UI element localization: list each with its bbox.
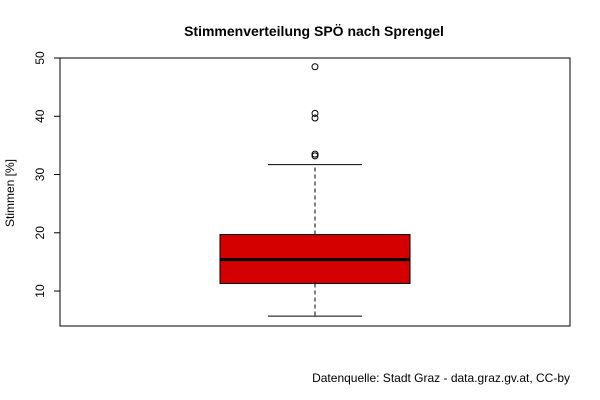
outlier-group xyxy=(311,63,319,160)
outlier-point-1 xyxy=(311,150,319,158)
outlier-point-3 xyxy=(311,109,319,117)
data-source-caption: Datenquelle: Stadt Graz - data.graz.gv.a… xyxy=(312,371,570,385)
outlier-point-2 xyxy=(311,114,319,122)
y-tick-label-40: 40 xyxy=(33,109,47,123)
chart-title: Stimmenverteilung SPÖ nach Sprengel xyxy=(184,23,444,39)
box-group xyxy=(219,164,411,317)
outlier-point-4 xyxy=(311,63,319,71)
y-tick-label-50: 50 xyxy=(33,51,47,65)
y-tick-label-20: 20 xyxy=(33,226,47,240)
y-tick-label-10: 10 xyxy=(33,284,47,298)
y-tick-label-30: 30 xyxy=(33,168,47,182)
y-axis-label: Stimmen [%] xyxy=(3,159,17,227)
y-axis: 10 20 30 40 50 xyxy=(33,51,61,298)
